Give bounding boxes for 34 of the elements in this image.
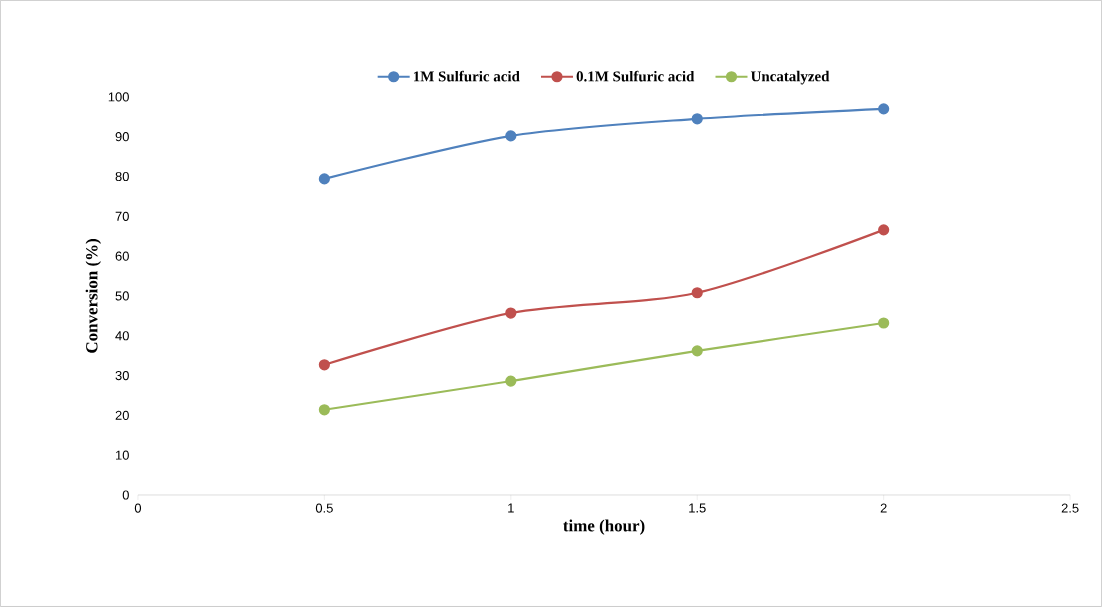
y-tick-label: 10 [115, 450, 129, 460]
legend-label: Uncatalyzed [750, 70, 830, 85]
x-tick-label: 0 [134, 503, 142, 513]
point [318, 404, 330, 416]
y-tick-label: 60 [115, 251, 129, 261]
x-tick-label: 1.5 [689, 503, 706, 513]
point [505, 307, 517, 319]
y-tick-label: 90 [115, 132, 129, 142]
point [505, 375, 517, 387]
y-tick-label: 100 [108, 92, 129, 102]
point [318, 359, 330, 371]
legend-label: 1M Sulfuric acid [413, 70, 520, 82]
y-axis-title: Conversion (%) [85, 239, 101, 353]
x-tick-label: 0.5 [315, 503, 333, 513]
point [878, 224, 890, 236]
point [691, 345, 703, 357]
point [691, 287, 703, 299]
legend-label: 0.1M Sulfuric acid [576, 70, 695, 82]
x-tick-label: 1 [508, 503, 514, 513]
y-tick-label: 40 [115, 331, 129, 341]
point [878, 317, 890, 329]
y-tick-label: 80 [115, 171, 129, 182]
x-axis-title: time (hour) [563, 519, 645, 535]
y-tick-label: 0 [122, 490, 129, 500]
x-tick-label: 2.5 [1061, 503, 1079, 513]
y-tick-label: 30 [115, 371, 129, 381]
x-tick-label: 2 [880, 503, 887, 513]
y-tick-label: 70 [115, 211, 129, 221]
y-tick-label: 20 [115, 410, 129, 420]
point [318, 173, 330, 185]
y-tick-label: 50 [115, 291, 129, 301]
point [691, 113, 703, 125]
point [878, 103, 890, 115]
point [505, 130, 517, 142]
